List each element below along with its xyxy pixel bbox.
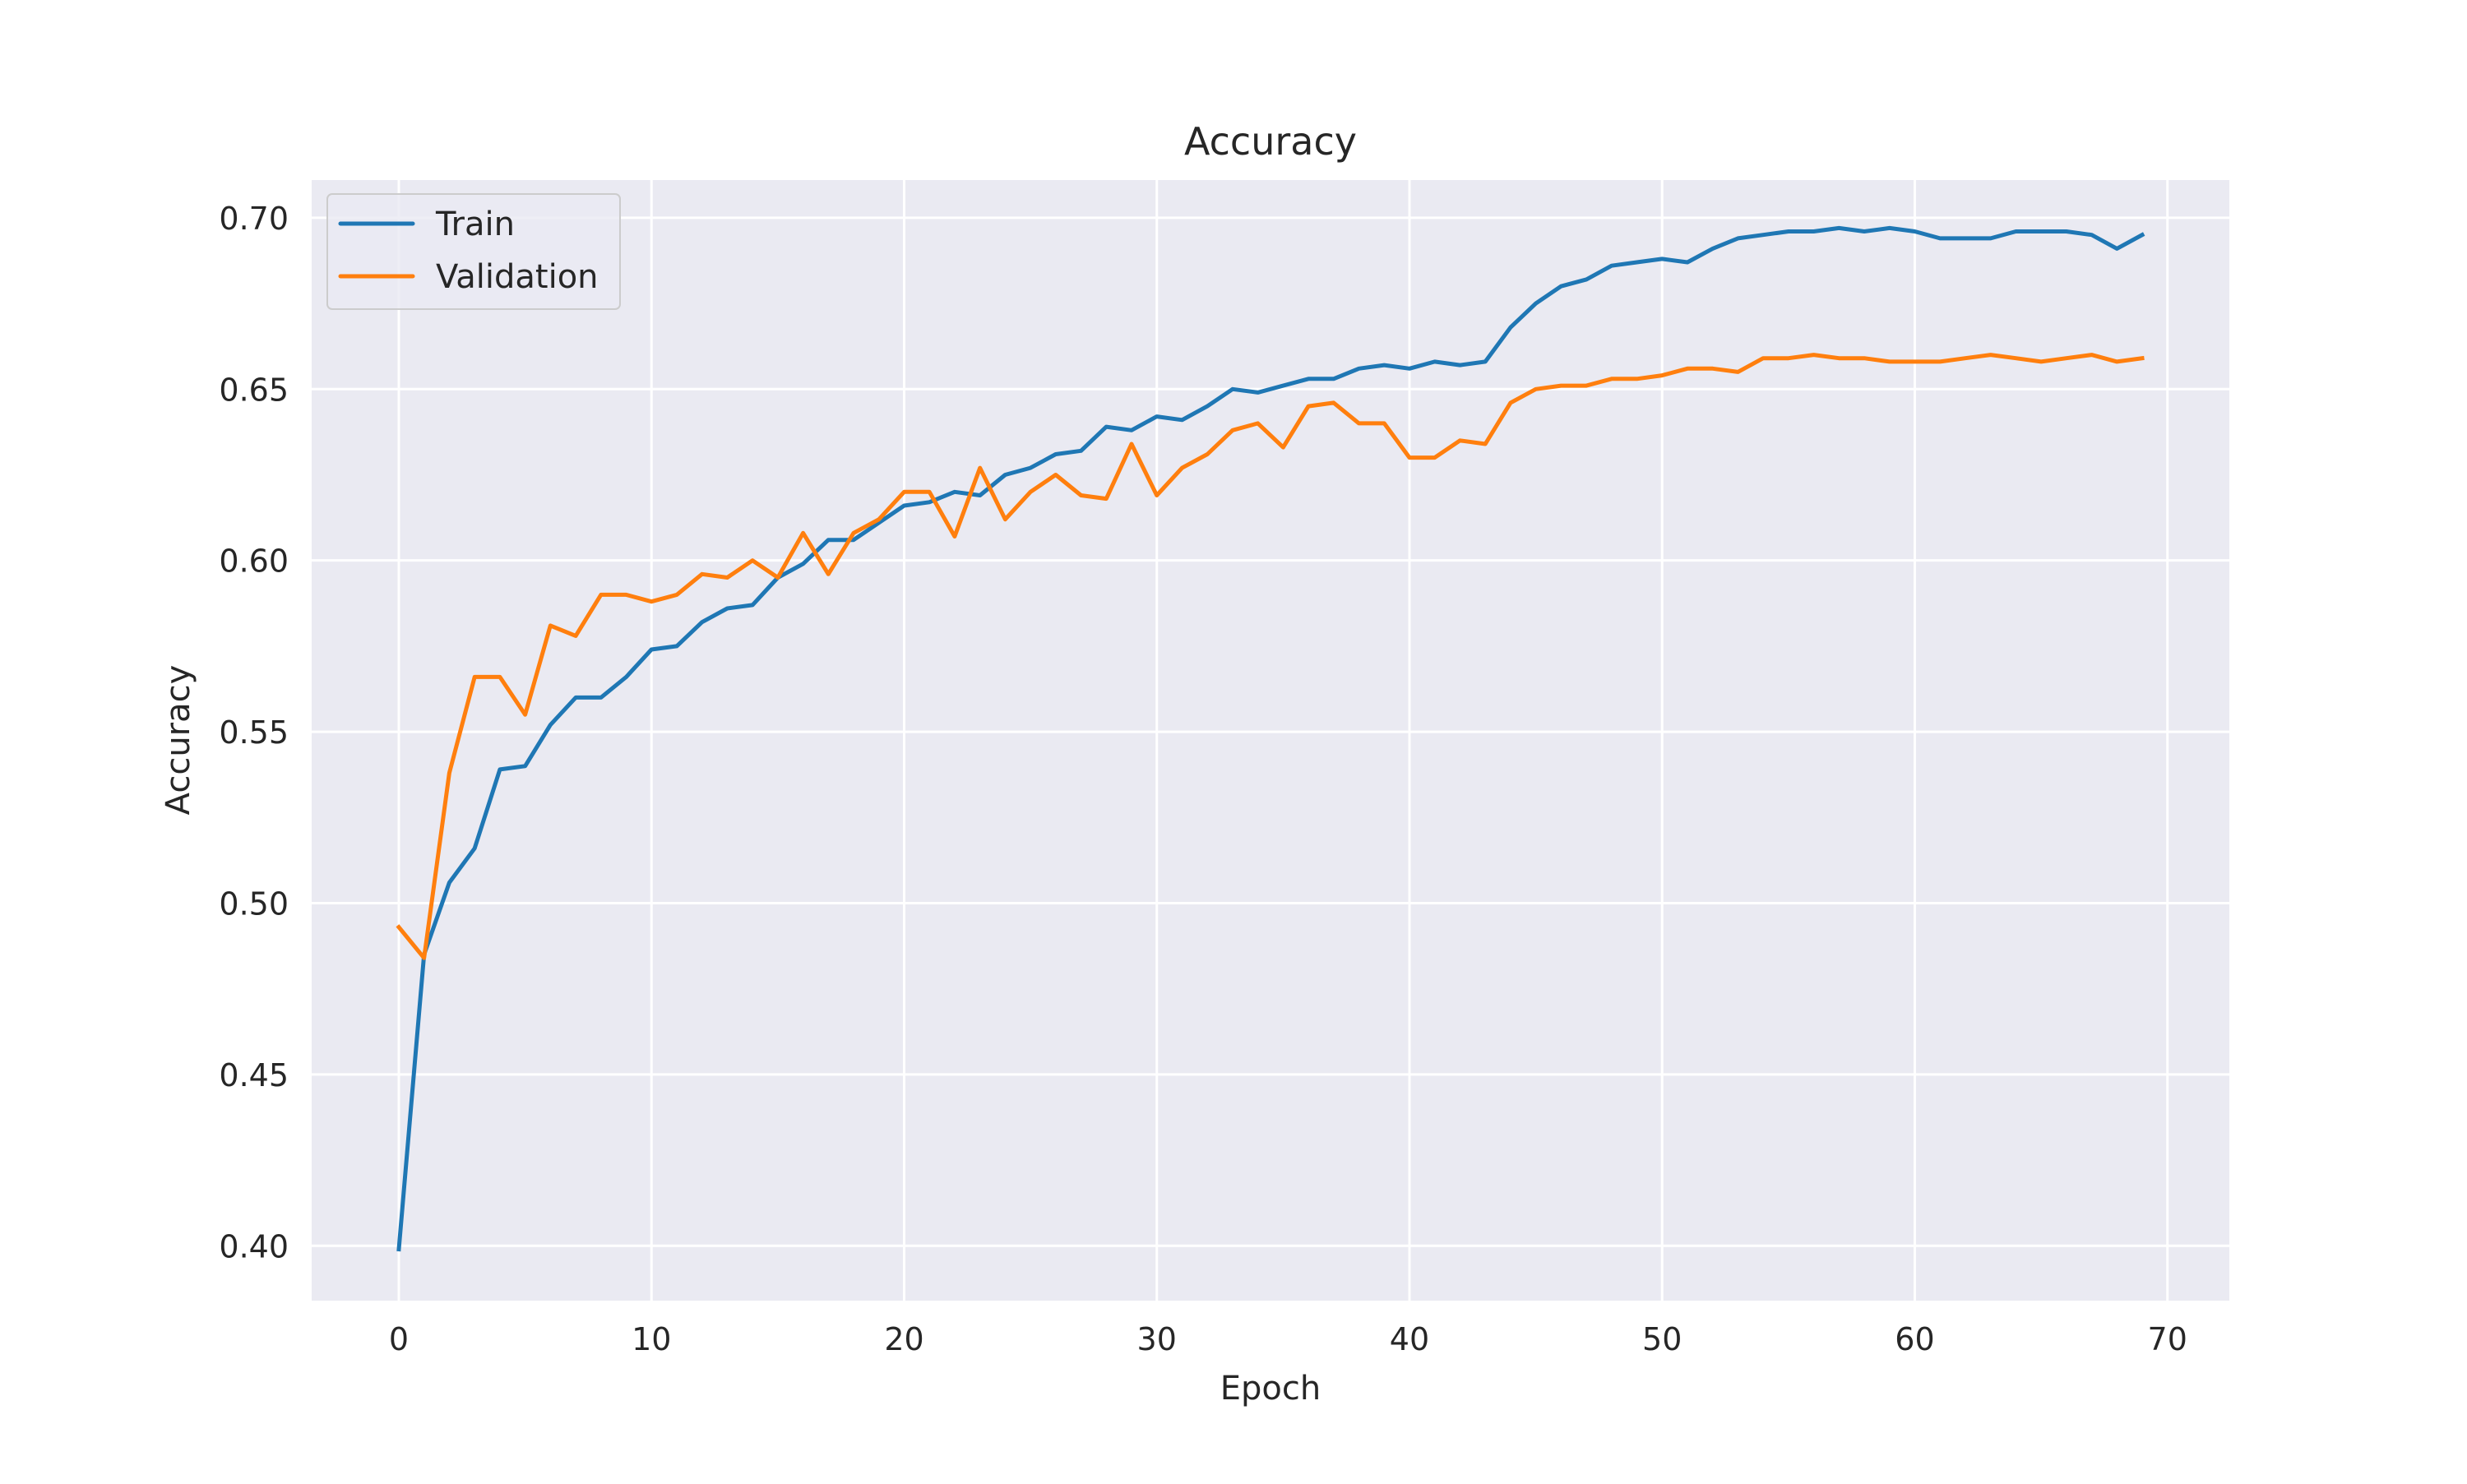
y-tick-label: 0.70 bbox=[219, 201, 289, 237]
y-tick-label: 0.40 bbox=[219, 1228, 289, 1264]
series-line-validation bbox=[396, 353, 2145, 960]
x-tick-label: 10 bbox=[632, 1321, 671, 1357]
y-tick-label: 0.45 bbox=[219, 1057, 289, 1093]
legend: Train Validation bbox=[326, 193, 621, 310]
x-tick-labels: 0 10 20 30 40 50 60 70 bbox=[389, 1321, 2187, 1357]
y-tick-label: 0.65 bbox=[219, 372, 289, 408]
legend-label-train: Train bbox=[435, 206, 515, 243]
x-axis-label: Epoch bbox=[1220, 1370, 1321, 1408]
x-tick-label: 50 bbox=[1642, 1321, 1682, 1357]
legend-label-validation: Validation bbox=[436, 258, 599, 296]
x-tick-label: 40 bbox=[1390, 1321, 1429, 1357]
chart-title: Accuracy bbox=[1184, 119, 1357, 164]
y-tick-label: 0.55 bbox=[219, 714, 289, 751]
series-layer bbox=[396, 225, 2145, 1252]
y-axis-label: Accuracy bbox=[160, 665, 197, 816]
y-tick-label: 0.60 bbox=[219, 543, 289, 580]
y-tick-label: 0.50 bbox=[219, 885, 289, 922]
x-tick-label: 0 bbox=[389, 1321, 409, 1357]
x-tick-label: 20 bbox=[884, 1321, 923, 1357]
x-tick-label: 30 bbox=[1137, 1321, 1177, 1357]
x-tick-label: 70 bbox=[2148, 1321, 2187, 1357]
y-tick-labels: 0.40 0.45 0.50 0.55 0.60 0.65 0.70 bbox=[219, 201, 289, 1264]
series-line-train bbox=[396, 225, 2145, 1252]
plot-background bbox=[312, 180, 2229, 1301]
x-tick-label: 60 bbox=[1895, 1321, 1934, 1357]
